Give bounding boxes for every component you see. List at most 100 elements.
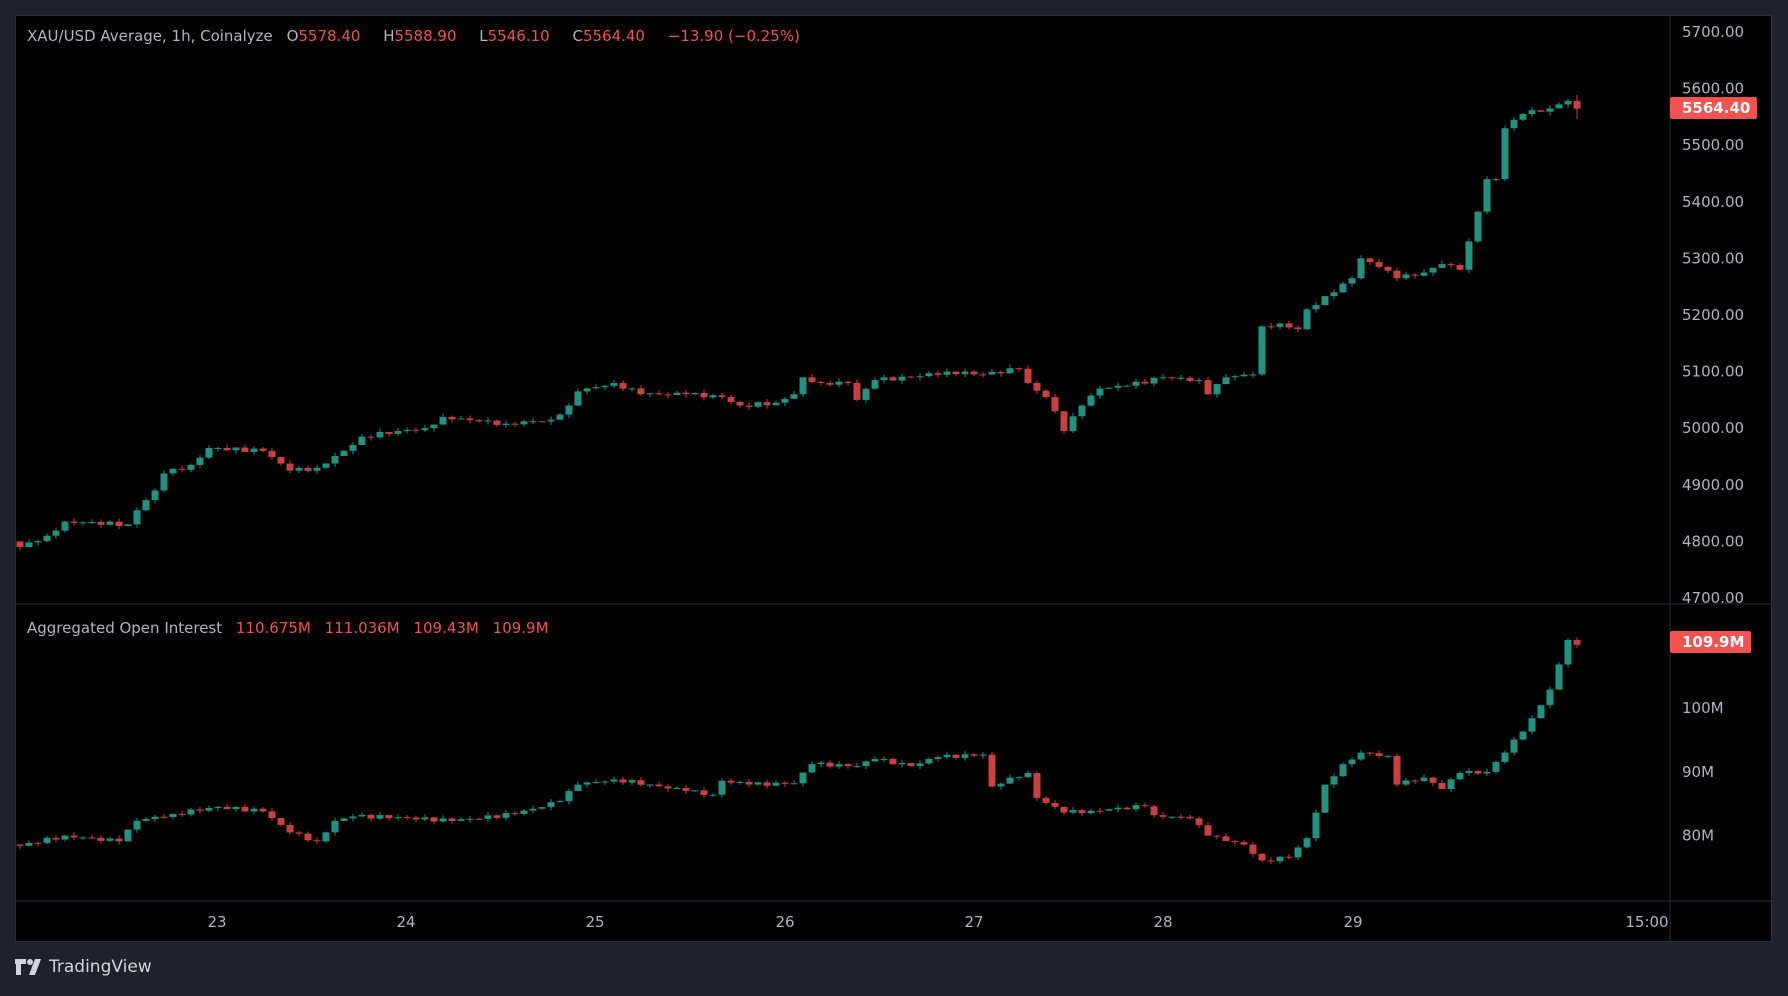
time-axis-tick: 28	[1153, 913, 1172, 931]
oi-candle-body	[529, 808, 537, 811]
price-candle-body	[16, 541, 24, 548]
price-candle	[502, 420, 510, 428]
price-candle	[610, 380, 618, 389]
oi-candle	[1546, 686, 1554, 709]
oi-candle	[466, 816, 474, 823]
oi-candle-body	[1555, 664, 1563, 690]
price-candle-body	[1069, 416, 1077, 432]
price-candle-body	[250, 448, 258, 452]
oi-candle	[286, 821, 294, 835]
oi-candle-body	[898, 763, 906, 765]
oi-candle-body	[1204, 825, 1212, 836]
price-candle	[916, 373, 924, 381]
price-candle-body	[421, 428, 429, 431]
chart-canvas[interactable]: 5700.00 5600.00 5500.00 5400.00 5300.00 5200.…	[15, 15, 1772, 942]
price-candle	[1195, 378, 1203, 385]
price-candle-body	[196, 457, 204, 465]
price-candle	[1060, 411, 1068, 434]
oi-candle-body	[646, 784, 654, 786]
price-candle-body	[1150, 377, 1158, 384]
oi-candle-body	[52, 837, 60, 840]
time-axis-tick: 15:00	[1625, 913, 1668, 931]
oi-candle	[1393, 753, 1401, 788]
price-candle	[331, 452, 339, 467]
price-candle-body	[277, 457, 285, 464]
oi-candle	[457, 816, 465, 822]
price-candle	[214, 446, 222, 452]
oi-candle-body	[1393, 755, 1401, 785]
price-candle	[52, 527, 60, 539]
price-candle	[367, 435, 375, 441]
oi-candle-body	[1042, 797, 1050, 803]
price-candle-body	[1123, 385, 1131, 387]
oi-candle	[88, 834, 96, 840]
oi-candle	[754, 781, 762, 786]
price-candle-body	[160, 473, 168, 491]
price-candle	[1519, 112, 1527, 122]
oi-candle-body	[844, 764, 852, 767]
price-candle-body	[1330, 292, 1338, 297]
price-candle	[1357, 255, 1365, 280]
price-candle	[1348, 275, 1356, 287]
oi-candle-body	[790, 783, 798, 785]
price-candle	[34, 539, 42, 546]
oi-candle-body	[718, 780, 726, 795]
oi-candle	[1096, 807, 1104, 814]
price-candle-body	[943, 371, 951, 375]
price-candle	[124, 524, 132, 527]
price-axis-tick: 5700.00	[1682, 23, 1744, 41]
oi-candle-body	[961, 754, 969, 758]
oi-candle	[295, 830, 303, 837]
oi-candle	[25, 839, 33, 847]
oi-candle	[880, 756, 888, 763]
oi-candle-body	[250, 808, 258, 812]
oi-candle-body	[943, 754, 951, 758]
oi-candle	[1141, 802, 1149, 808]
oi-candle	[160, 813, 168, 819]
oi-candle	[970, 752, 978, 758]
price-candle-body	[520, 421, 528, 425]
oi-candle	[1375, 750, 1383, 758]
price-candle	[511, 421, 519, 427]
price-candle-body	[232, 447, 240, 451]
oi-candle-body	[1519, 731, 1527, 740]
price-axis-tick: 5100.00	[1682, 363, 1744, 381]
oi-candle-body	[637, 780, 645, 785]
oi-candle	[889, 757, 897, 765]
oi-candle	[619, 777, 627, 785]
price-candle-body	[1366, 258, 1374, 263]
price-candle	[1321, 296, 1329, 306]
price-candle-body	[97, 522, 105, 525]
price-candle	[1096, 385, 1104, 399]
price-candle-body	[1456, 265, 1464, 270]
oi-candle	[1267, 857, 1275, 864]
price-candle	[538, 421, 546, 423]
price-candle	[385, 431, 393, 437]
price-candle-body	[178, 468, 186, 470]
oi-candle-body	[1231, 841, 1239, 843]
oi-candle-body	[1303, 838, 1311, 848]
oi-candle-body	[520, 810, 528, 814]
oi-candle-body	[1402, 780, 1410, 785]
oi-candle	[565, 788, 573, 805]
oi-candle	[331, 817, 339, 836]
price-candle-body	[268, 450, 276, 458]
oi-candle	[637, 776, 645, 787]
oi-candle	[961, 751, 969, 761]
oi-candle-body	[925, 758, 933, 764]
price-candle-body	[475, 420, 483, 422]
price-candle-body	[1276, 323, 1284, 327]
oi-candle-body	[547, 802, 555, 808]
price-candle-body	[547, 419, 555, 422]
oi-candle	[178, 810, 186, 817]
oi-candle-body	[1024, 773, 1032, 778]
oi-candle-body	[1123, 807, 1131, 810]
price-candle	[646, 392, 654, 398]
oi-candle	[1483, 768, 1491, 777]
price-candle-body	[1546, 108, 1554, 112]
price-candle-body	[1474, 211, 1482, 242]
price-candle-body	[529, 421, 537, 423]
price-candle	[1015, 367, 1023, 373]
tradingview-logo[interactable]: TradingView	[15, 957, 152, 977]
price-candle-body	[997, 371, 1005, 374]
